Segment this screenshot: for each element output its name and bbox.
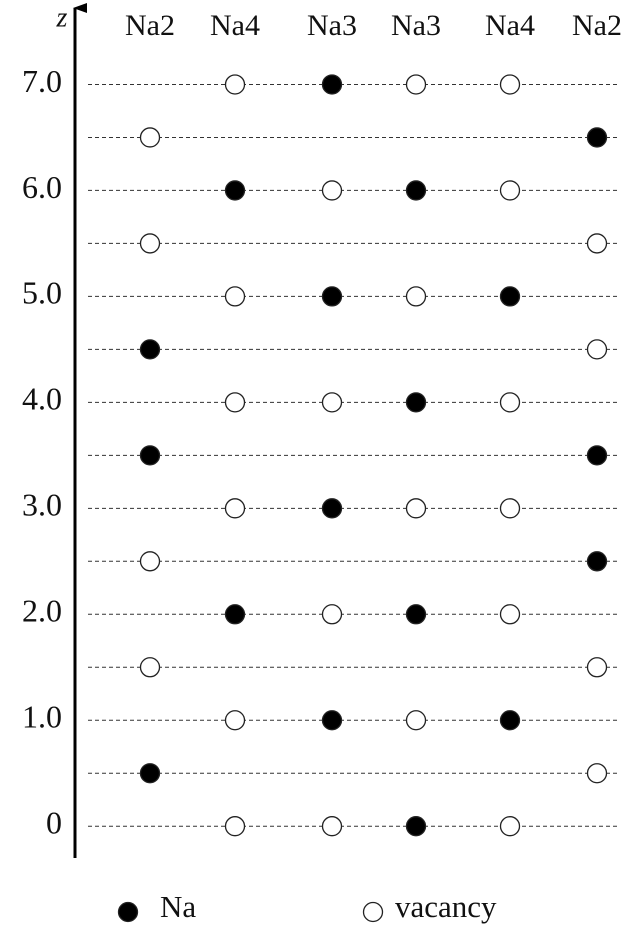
site (139, 657, 161, 678)
column-label: Na3 (307, 9, 357, 42)
site (224, 710, 246, 731)
y-tick-label: 5.0 (22, 275, 62, 311)
site (139, 233, 161, 254)
site (405, 74, 427, 95)
site (405, 710, 427, 731)
legend-label: Na (160, 889, 196, 924)
site (224, 392, 246, 413)
site (586, 233, 608, 254)
site (499, 816, 521, 837)
column-label: Na4 (485, 9, 535, 42)
y-tick-label: 3.0 (22, 487, 62, 523)
site (586, 763, 608, 784)
axis-label: z (56, 2, 68, 33)
site (224, 74, 246, 95)
y-tick-label: 1.0 (22, 699, 62, 735)
site (224, 604, 246, 625)
site (499, 498, 521, 519)
legend-label: vacancy (395, 889, 497, 924)
legend-marker (117, 901, 139, 923)
site (321, 180, 343, 201)
site (405, 498, 427, 519)
site (499, 604, 521, 625)
site (586, 657, 608, 678)
site (321, 604, 343, 625)
site (224, 816, 246, 837)
site (586, 445, 608, 466)
site (139, 551, 161, 572)
site (586, 127, 608, 148)
site (321, 816, 343, 837)
site (499, 286, 521, 307)
y-tick-label: 6.0 (22, 169, 62, 205)
legend-marker (362, 901, 384, 923)
site (321, 710, 343, 731)
site (499, 392, 521, 413)
site (224, 286, 246, 307)
site (499, 180, 521, 201)
site (499, 74, 521, 95)
site (499, 710, 521, 731)
site (405, 604, 427, 625)
site (321, 286, 343, 307)
site (405, 816, 427, 837)
column-label: Na2 (572, 9, 622, 42)
site (321, 392, 343, 413)
column-label: Na3 (391, 9, 441, 42)
site (586, 339, 608, 360)
site (586, 551, 608, 572)
column-label: Na4 (210, 9, 260, 42)
site (405, 180, 427, 201)
y-tick-label: 4.0 (22, 381, 62, 417)
site (405, 286, 427, 307)
site (224, 498, 246, 519)
y-tick-label: 0 (46, 805, 62, 841)
site (139, 127, 161, 148)
site (139, 763, 161, 784)
site (405, 392, 427, 413)
site (139, 339, 161, 360)
site (321, 498, 343, 519)
y-tick-label: 2.0 (22, 593, 62, 629)
site (224, 180, 246, 201)
site (321, 74, 343, 95)
site (139, 445, 161, 466)
column-label: Na2 (125, 9, 175, 42)
y-tick-label: 7.0 (22, 63, 62, 99)
